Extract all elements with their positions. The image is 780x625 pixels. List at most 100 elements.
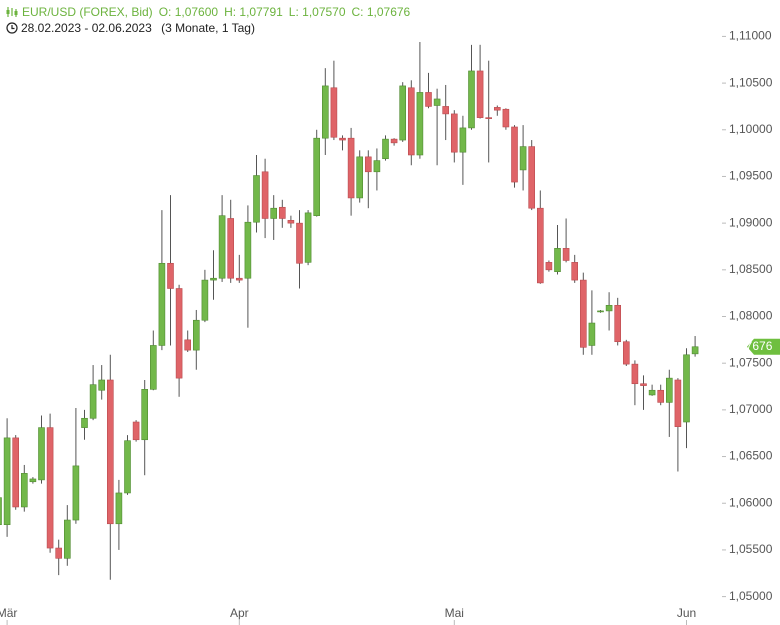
candle-body bbox=[571, 262, 579, 281]
candle-body bbox=[218, 215, 226, 279]
y-tick-label: 1,05000 bbox=[729, 589, 773, 603]
candle-body bbox=[201, 279, 209, 321]
candle-body bbox=[390, 138, 398, 144]
y-tick-label: 1,06500 bbox=[729, 449, 773, 463]
candle-icon bbox=[6, 7, 18, 17]
candle-body bbox=[545, 262, 553, 271]
candle-body bbox=[89, 384, 97, 419]
candle-body bbox=[476, 70, 484, 118]
candle-body bbox=[579, 279, 587, 348]
candle-body bbox=[175, 288, 183, 379]
y-tick-label: 1,06000 bbox=[729, 495, 773, 509]
y-tick-label: 1,11000 bbox=[729, 29, 772, 43]
ohlc: O: 1,07600 bbox=[158, 5, 219, 19]
candle-body bbox=[425, 92, 432, 107]
x-tick-label: Jun bbox=[677, 606, 696, 620]
candle-body bbox=[321, 85, 329, 139]
candle-body bbox=[657, 389, 665, 403]
y-tick-label: 1,07000 bbox=[729, 402, 773, 416]
ohlc: C: 1,07676 bbox=[351, 5, 411, 19]
ohlc: H: 1,07791 bbox=[224, 5, 283, 19]
candle-body bbox=[356, 156, 364, 199]
candle-body bbox=[416, 92, 424, 156]
candle-body bbox=[330, 87, 338, 138]
candle-body bbox=[3, 437, 11, 526]
candle-body bbox=[648, 389, 656, 396]
y-tick-label: 1,09500 bbox=[729, 169, 773, 183]
candle-body bbox=[442, 106, 450, 115]
candle-body bbox=[81, 417, 88, 428]
candle-body bbox=[253, 175, 260, 223]
header-line: EUR/USD (FOREX, Bid) O: 1,07600 H: 1,07791… bbox=[6, 5, 416, 19]
y-tick-label: 1,08000 bbox=[729, 309, 773, 323]
last-price-label: 1,07676 bbox=[729, 339, 773, 353]
candle-body bbox=[511, 126, 518, 183]
candle-body bbox=[261, 171, 269, 219]
candle-body bbox=[683, 354, 690, 423]
x-tick-label: Mai bbox=[445, 606, 464, 620]
candle-body bbox=[158, 262, 166, 346]
candle-body bbox=[399, 85, 407, 141]
y-tick-label: 1,10000 bbox=[729, 122, 773, 136]
candle-body bbox=[528, 146, 536, 209]
candle-body bbox=[46, 427, 54, 549]
candle-body bbox=[614, 305, 622, 343]
candle-body bbox=[296, 222, 303, 264]
candle-body bbox=[640, 383, 647, 386]
candle-body bbox=[38, 427, 45, 481]
instrument: EUR/USD (FOREX, Bid) bbox=[22, 5, 153, 19]
candle-body bbox=[287, 220, 295, 224]
x-tick-label: Mär bbox=[0, 606, 17, 620]
candle-body bbox=[364, 156, 372, 173]
candle-body bbox=[519, 146, 527, 171]
candle-body bbox=[536, 207, 544, 284]
candle-body bbox=[278, 206, 286, 219]
range: (3 Monate, 1 Tag) bbox=[161, 21, 255, 35]
candle-body bbox=[244, 221, 252, 279]
candle-body bbox=[193, 319, 200, 351]
candle-body bbox=[141, 389, 148, 441]
candle-body bbox=[115, 492, 123, 525]
candle-body bbox=[588, 322, 596, 346]
candle-body bbox=[124, 440, 131, 494]
y-tick-label: 1,05500 bbox=[729, 542, 773, 556]
candle-body bbox=[339, 137, 346, 141]
candle-body bbox=[485, 117, 493, 119]
candle-body bbox=[150, 345, 157, 390]
y-tick-label: 1,07500 bbox=[729, 355, 773, 369]
last-price-tag bbox=[747, 338, 780, 355]
candle-body bbox=[64, 519, 71, 559]
candle-body bbox=[55, 547, 63, 559]
clock-icon bbox=[6, 22, 18, 34]
candle-body bbox=[502, 108, 510, 128]
candle-body bbox=[605, 305, 613, 312]
candle-body bbox=[29, 478, 37, 483]
candle-body bbox=[210, 277, 217, 281]
candle-body bbox=[450, 113, 458, 153]
candle-body bbox=[72, 465, 80, 521]
candle-body bbox=[631, 363, 639, 385]
candle-body bbox=[562, 248, 570, 261]
period: 28.02.2023 - 02.06.2023 bbox=[21, 21, 152, 35]
candle-body bbox=[0, 497, 2, 526]
candle-body bbox=[236, 277, 243, 281]
candle-body bbox=[493, 107, 501, 111]
candle-body bbox=[98, 379, 105, 391]
y-tick-label: 1,09000 bbox=[729, 215, 773, 229]
candle-body bbox=[691, 346, 699, 355]
candle-body bbox=[132, 421, 140, 441]
candle-body bbox=[373, 160, 381, 173]
candle-body bbox=[227, 218, 234, 279]
candle-body bbox=[12, 437, 19, 508]
candle-body bbox=[554, 248, 561, 272]
candle-body bbox=[313, 137, 321, 216]
candle-body bbox=[597, 310, 604, 313]
candle-body bbox=[270, 207, 278, 219]
candle-body bbox=[107, 379, 114, 525]
candle-body bbox=[304, 212, 312, 263]
candle-body bbox=[347, 137, 355, 199]
candle-body bbox=[407, 87, 415, 156]
candle-body bbox=[665, 377, 673, 403]
candle-body bbox=[184, 339, 191, 351]
candle-body bbox=[468, 70, 475, 129]
